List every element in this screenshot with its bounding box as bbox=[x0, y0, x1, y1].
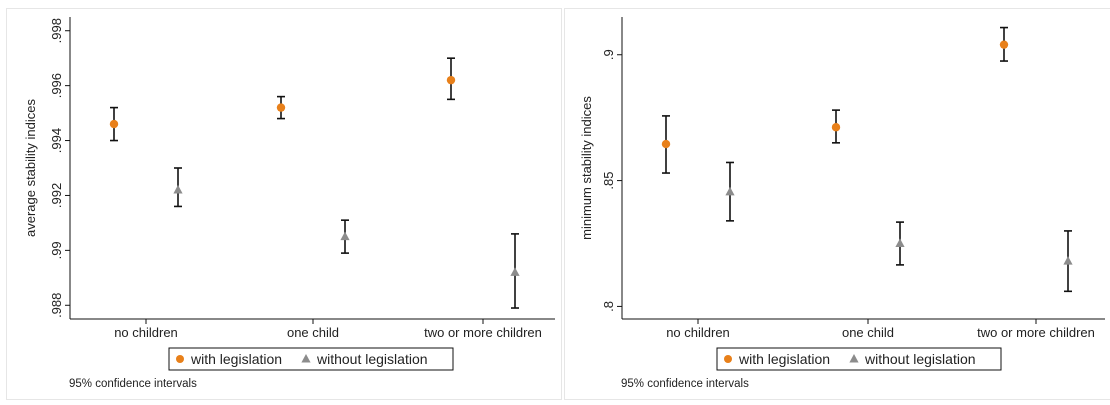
y-tick-label: .988 bbox=[49, 293, 64, 318]
point-without-legislation bbox=[510, 267, 520, 276]
y-tick-label: .8 bbox=[601, 301, 616, 312]
x-tick-label: no children bbox=[666, 325, 730, 340]
y-tick-label: .99 bbox=[49, 241, 64, 259]
y-tick-label: .992 bbox=[49, 183, 64, 208]
y-tick-label: .85 bbox=[601, 172, 616, 190]
legend-label-with: with legislation bbox=[738, 351, 830, 367]
y-tick-label: .9 bbox=[601, 49, 616, 60]
point-without-legislation bbox=[340, 231, 350, 241]
y-tick-label: .994 bbox=[49, 128, 64, 153]
point-with-legislation bbox=[831, 123, 841, 132]
legend-label-with: with legislation bbox=[190, 351, 282, 367]
legend-circle-icon bbox=[176, 355, 184, 363]
confidence-note: 95% confidence intervals bbox=[69, 378, 197, 390]
legend-triangle-icon bbox=[849, 354, 859, 363]
chart-minimum-stability: .8 .85 .9 minimum stability indices no child… bbox=[579, 17, 1105, 390]
point-without-legislation bbox=[173, 184, 183, 194]
chart-panel-minimum: .8 .85 .9 minimum stability indices no child… bbox=[564, 8, 1110, 400]
chart-panel-average: .988 .99 .992 .994 .996 .998 average stability… bbox=[6, 8, 562, 400]
point-with-legislation bbox=[999, 40, 1009, 49]
chart-average-stability: .988 .99 .992 .994 .996 .998 average stability… bbox=[23, 17, 555, 390]
point-without-legislation bbox=[895, 238, 905, 247]
y-axis-title: minimum stability indices bbox=[579, 96, 594, 240]
legend-box bbox=[168, 347, 454, 371]
point-with-legislation bbox=[661, 139, 671, 149]
y-tick-label: .998 bbox=[49, 18, 64, 43]
legend-triangle-icon bbox=[301, 354, 311, 363]
y-tick-label: .996 bbox=[49, 73, 64, 98]
point-with-legislation bbox=[446, 75, 456, 85]
x-tick-label: two or more children bbox=[424, 325, 542, 340]
x-tick-label: one child bbox=[842, 325, 894, 340]
point-without-legislation bbox=[725, 186, 735, 196]
legend-label-without: without legislation bbox=[864, 351, 976, 367]
point-without-legislation bbox=[1063, 256, 1073, 265]
legend: with legislation without legislation bbox=[168, 347, 454, 371]
y-axis-title: average stability indices bbox=[23, 98, 38, 237]
x-tick-label: one child bbox=[287, 325, 339, 340]
legend-label-without: without legislation bbox=[316, 351, 428, 367]
legend-circle-icon bbox=[724, 355, 732, 363]
point-with-legislation bbox=[276, 103, 286, 112]
point-with-legislation bbox=[109, 119, 119, 129]
x-tick-label: no children bbox=[114, 325, 178, 340]
legend: with legislation without legislation bbox=[716, 347, 1002, 371]
confidence-note: 95% confidence intervals bbox=[621, 378, 749, 390]
x-tick-label: two or more children bbox=[977, 325, 1095, 340]
legend-box bbox=[716, 347, 1002, 371]
